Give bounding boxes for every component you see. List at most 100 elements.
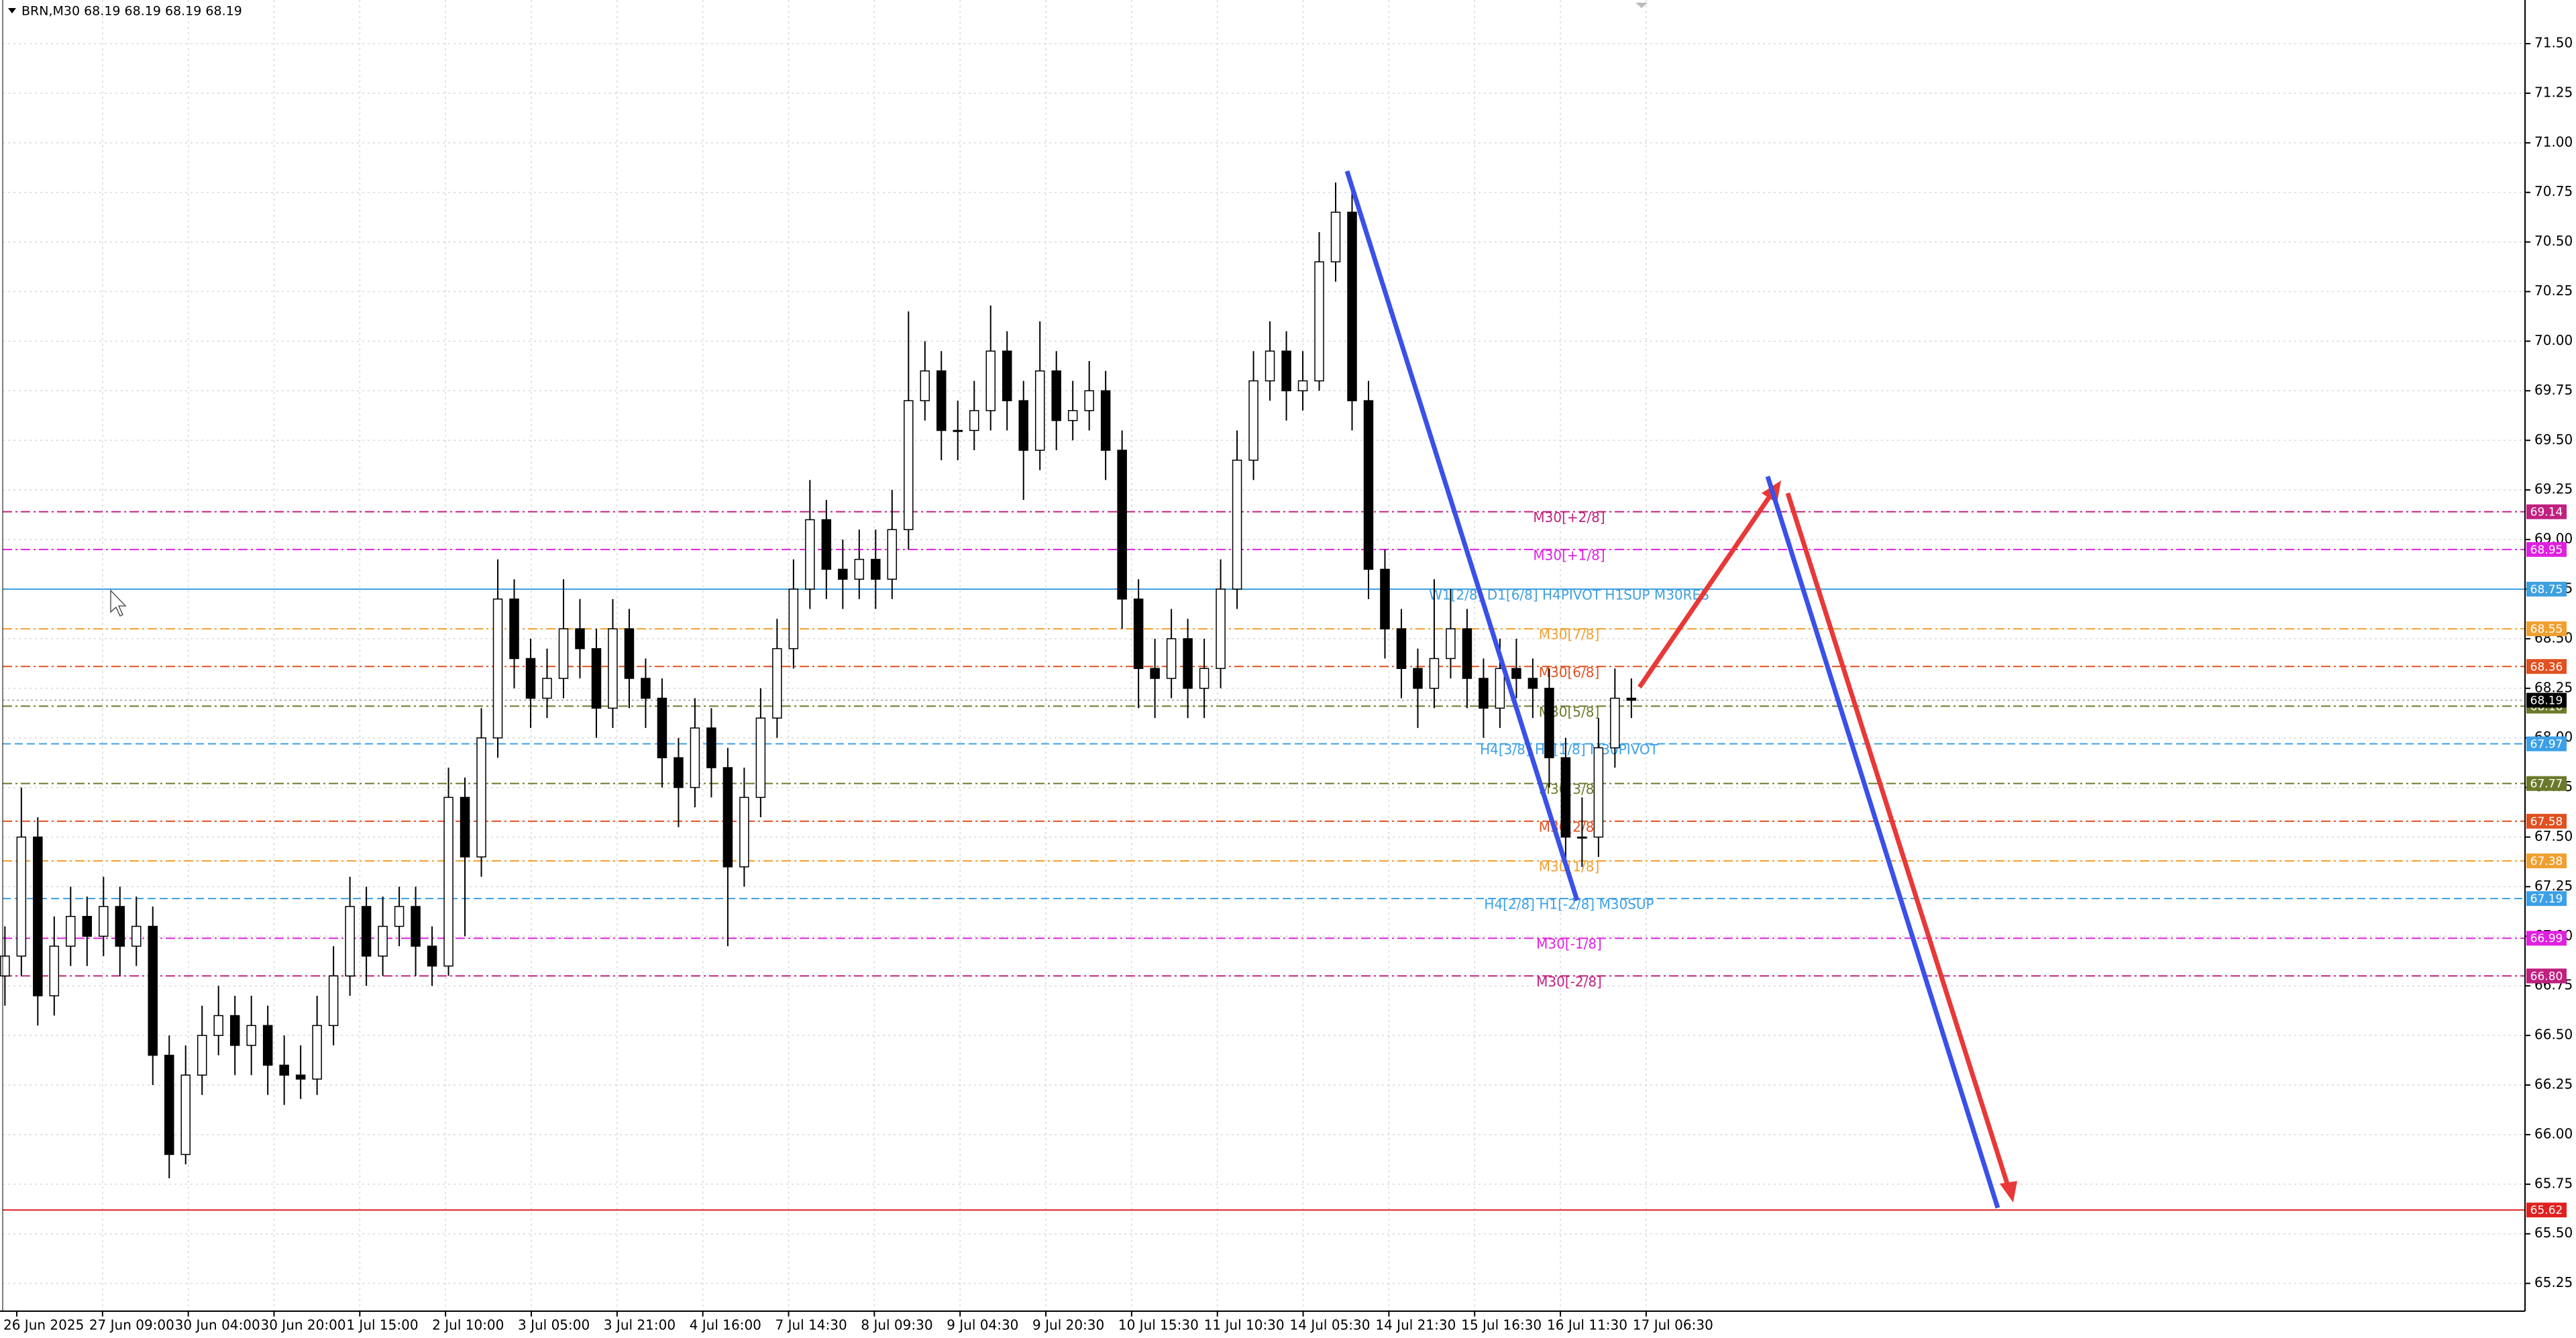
level-label: M30[+1/8] [1533,547,1605,563]
candle-body [1183,638,1193,689]
candle-body [49,945,60,996]
candle-body [1626,697,1637,701]
candle-body [953,429,963,432]
x-tick-label: 9 Jul 04:30 [947,1317,1018,1333]
y-tick-label: 68.25 [2534,679,2573,695]
price-tag-label: 66.80 [2530,970,2563,983]
candle-body [1396,628,1407,669]
x-tick-label: 15 Jul 16:30 [1461,1317,1542,1333]
candle-body [772,648,782,719]
y-tick-label: 66.25 [2534,1076,2573,1092]
price-tag [2526,853,2567,868]
level-label: W1[2/8] D1[6/8] H4PIVOT H1SUP M30RES [1429,586,1709,603]
candle-body [1495,668,1505,709]
price-tag [2526,891,2567,907]
candle-body [295,1074,306,1080]
y-tick-label: 69.75 [2534,382,2573,398]
price-tag [2526,692,2567,708]
chart-title: BRN,M30 68.19 68.19 68.19 68.19 [21,4,242,19]
candle-body [279,1064,289,1076]
x-tick-label: 9 Jul 20:30 [1032,1317,1104,1333]
x-tick-label: 3 Jul 05:00 [518,1317,590,1333]
levels: M30[+2/8] M30[+1/8] W1[2/8] D1[6/8] H4PIVO… [3,509,2525,1211]
candle-body [443,796,453,967]
price-tag [2526,659,2567,674]
candle-body [1265,350,1275,382]
axis-labels: 65.2565.5065.7566.0066.2566.5066.7567.00… [3,35,2573,1333]
candle-body [1544,688,1554,758]
level-label: M30[7/8] [1539,627,1600,643]
candle-body [674,757,684,788]
candle-body [16,836,27,957]
candle-body [920,370,930,401]
x-tick-label: 17 Jul 06:30 [1633,1317,1713,1333]
candle-body [1479,678,1489,709]
candle-body [1018,400,1028,451]
y-tick-label: 71.50 [2534,35,2573,51]
x-tick-label: 26 Jun 2025 [3,1317,84,1333]
candle-body [1380,568,1390,629]
shift-marker [1635,3,1648,8]
x-tick-label: 2 Jul 10:00 [432,1317,504,1333]
candle-body [1002,350,1012,401]
price-tag [2526,581,2567,597]
candle-body [411,906,421,947]
candle-body [641,678,651,699]
candle-body [1413,668,1423,689]
y-tick-label: 70.25 [2534,282,2573,299]
price-tag [2526,542,2567,557]
candle-body [542,678,552,699]
y-tick-label: 69.50 [2534,431,2573,448]
candle-body [558,628,569,679]
y-tick-label: 65.75 [2534,1175,2573,1191]
candle-body [33,836,43,996]
candle-body [1314,261,1324,382]
x-tick-label: 7 Jul 14:30 [775,1317,847,1333]
candle-body [328,975,339,1027]
x-tick-label: 30 Jun 20:00 [261,1317,346,1333]
candle-body [148,925,158,1056]
price-tag-label: 68.75 [2530,583,2563,597]
candle-body [788,588,799,650]
current-price-label: 68.19 [2530,694,2563,708]
price-tag-label: 69.14 [2530,506,2563,519]
x-tick-label: 8 Jul 09:30 [861,1317,932,1333]
candle-body [378,925,388,957]
candle-body [904,400,914,531]
x-tick-label: 16 Jul 11:30 [1547,1317,1627,1333]
price-tag [2526,1202,2567,1218]
price-tag [2526,736,2567,752]
candle-body [969,410,979,431]
y-tick-label: 71.25 [2534,84,2573,100]
price-tag-label: 67.38 [2530,855,2563,868]
candle-body [427,945,437,967]
candle-body [99,906,109,937]
candle-body [871,558,881,580]
price-tag [2526,813,2567,829]
candle-body [1051,370,1061,421]
y-tick-label: 66.50 [2534,1027,2573,1043]
candle-body [1067,410,1078,421]
candle-body [1527,678,1538,689]
candle-body [345,906,355,977]
candle-body [690,727,700,788]
level-label: H4[3/8] H1[1/8] M30PIVOT [1480,741,1659,758]
candle-body [1150,668,1160,679]
y-tick-label: 70.50 [2534,233,2573,249]
price-tag-label: 68.55 [2530,623,2563,636]
candle-body [246,1025,256,1046]
candle-body [706,727,716,768]
candle-body [739,796,749,868]
drawings [110,3,2017,1209]
candle-body [821,519,832,570]
candle-body [985,350,996,411]
menu-icon[interactable] [8,8,16,13]
y-tick-label: 70.75 [2534,183,2573,199]
candle-body [1297,380,1308,392]
price-tag [2526,504,2567,519]
candle-body [1560,757,1571,838]
candle-body [1610,697,1620,749]
candle-body [1166,638,1177,679]
